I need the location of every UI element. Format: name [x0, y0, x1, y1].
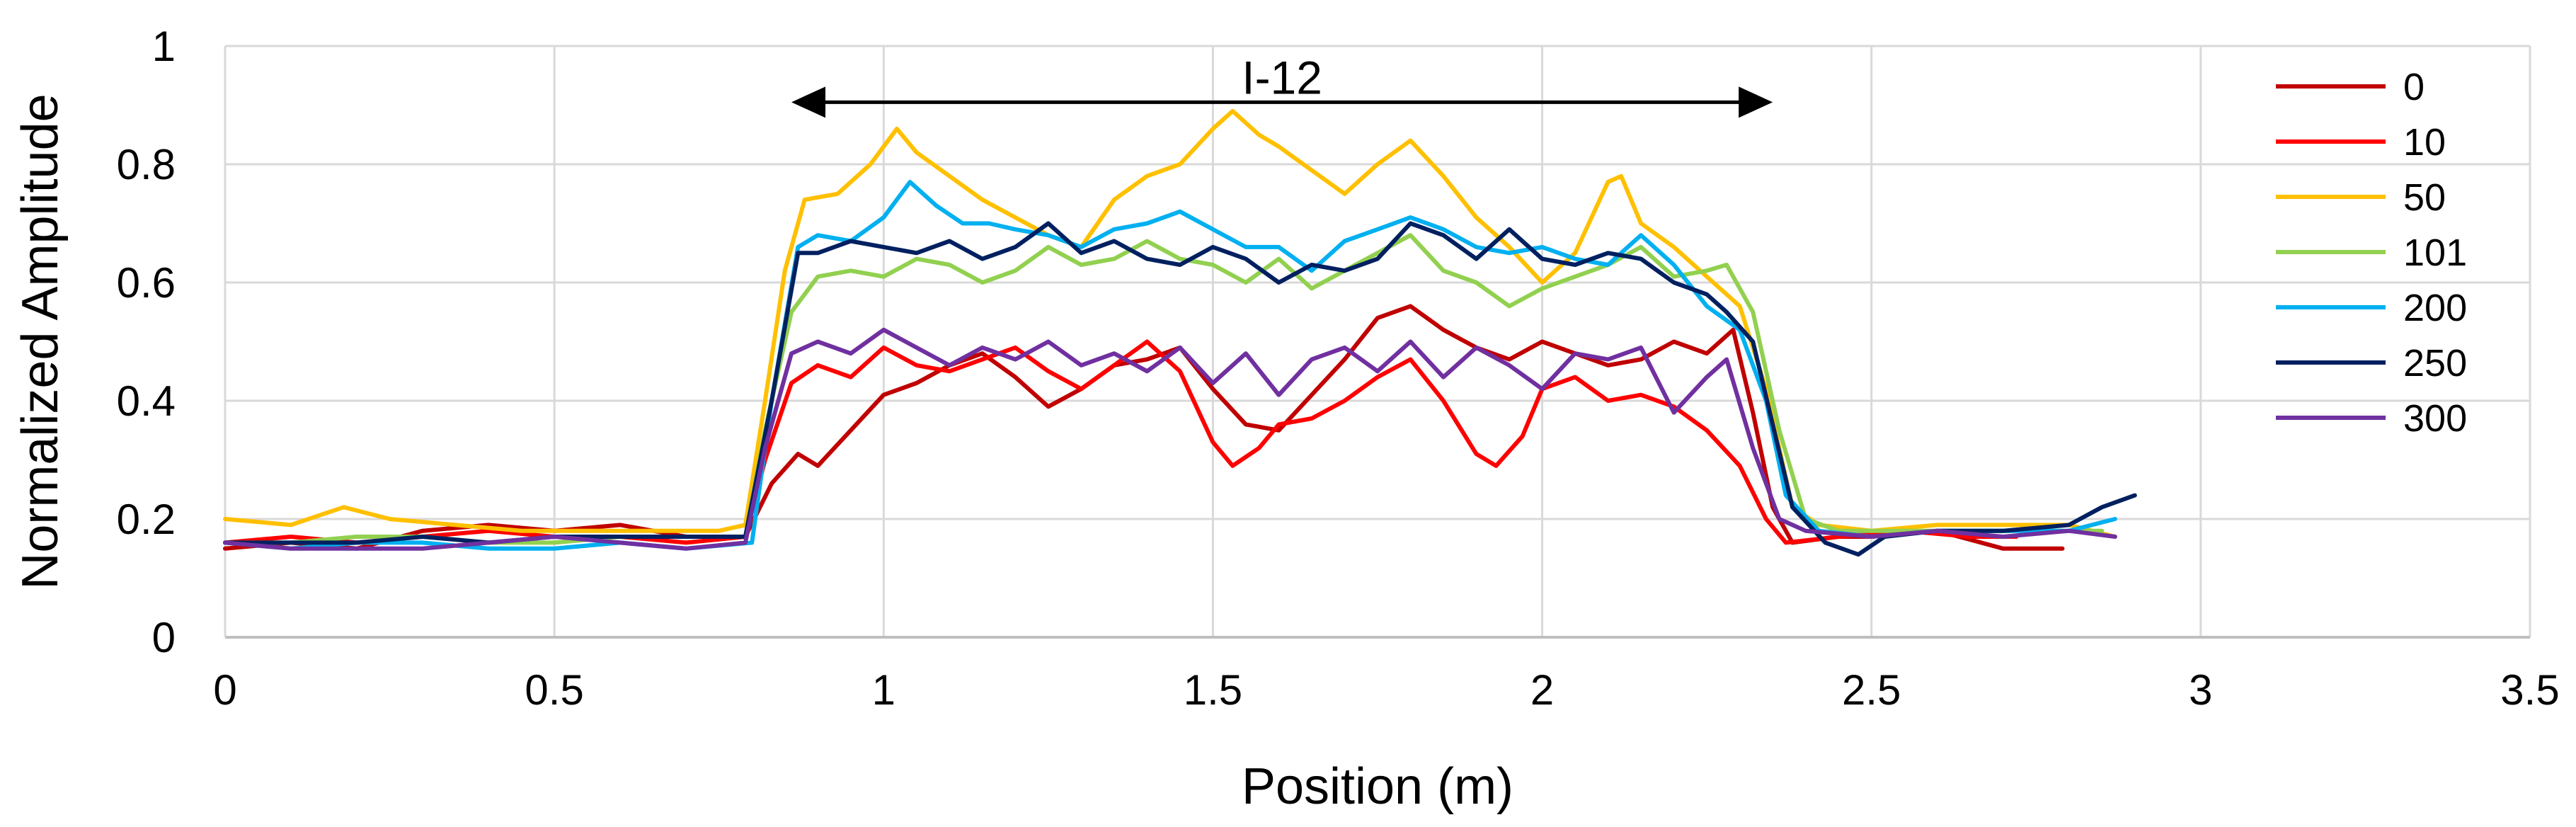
y-tick-label: 0	[152, 614, 176, 661]
y-tick-label: 0.8	[117, 141, 176, 188]
x-tick-label: 1	[872, 666, 895, 714]
x-axis-title: Position (m)	[1242, 758, 1513, 815]
y-axis-title: Normalized Amplitude	[12, 93, 69, 589]
plot-frame	[224, 46, 2530, 639]
series-line-101	[223, 233, 2105, 545]
annotation-layer: I-12	[791, 51, 1773, 118]
annotation-label: I-12	[1242, 51, 1322, 103]
series-line-250	[223, 221, 2137, 557]
legend-label-250: 250	[2403, 342, 2467, 384]
legend-label-50: 50	[2403, 176, 2446, 219]
legend-label-10: 10	[2403, 121, 2446, 164]
tick-labels: 0 0.5 1 1.5 2 2.5 3 3.5 0 0.2 0.4 0.6 0.8 1	[117, 23, 2560, 714]
y-tick-label: 0.6	[117, 259, 176, 307]
series-line-10	[223, 339, 2019, 545]
annotation-arrowhead-right	[1739, 86, 1773, 118]
x-tick-label: 2.5	[1842, 666, 1901, 714]
x-tick-label: 3.5	[2500, 666, 2559, 714]
y-tick-label: 0.2	[117, 496, 176, 543]
legend-label-0: 0	[2403, 66, 2425, 108]
grid-lines	[225, 45, 2531, 637]
series-layer	[223, 108, 2137, 557]
series-line-50	[223, 108, 2117, 539]
series-line-300	[223, 327, 2117, 551]
legend: 0 10 50 101 200 250 300	[2276, 66, 2467, 440]
legend-label-101: 101	[2403, 232, 2467, 274]
series-line-200	[223, 180, 2117, 551]
y-tick-label: 1	[152, 23, 176, 70]
x-tick-label: 3	[2189, 666, 2212, 714]
x-tick-label: 0	[213, 666, 236, 714]
legend-label-300: 300	[2403, 397, 2467, 440]
y-tick-label: 0.4	[117, 377, 176, 425]
x-tick-label: 0.5	[525, 666, 583, 714]
x-tick-label: 1.5	[1184, 666, 1242, 714]
legend-label-200: 200	[2403, 287, 2467, 329]
x-tick-label: 2	[1530, 666, 1554, 714]
annotation-arrowhead-left	[791, 86, 826, 118]
